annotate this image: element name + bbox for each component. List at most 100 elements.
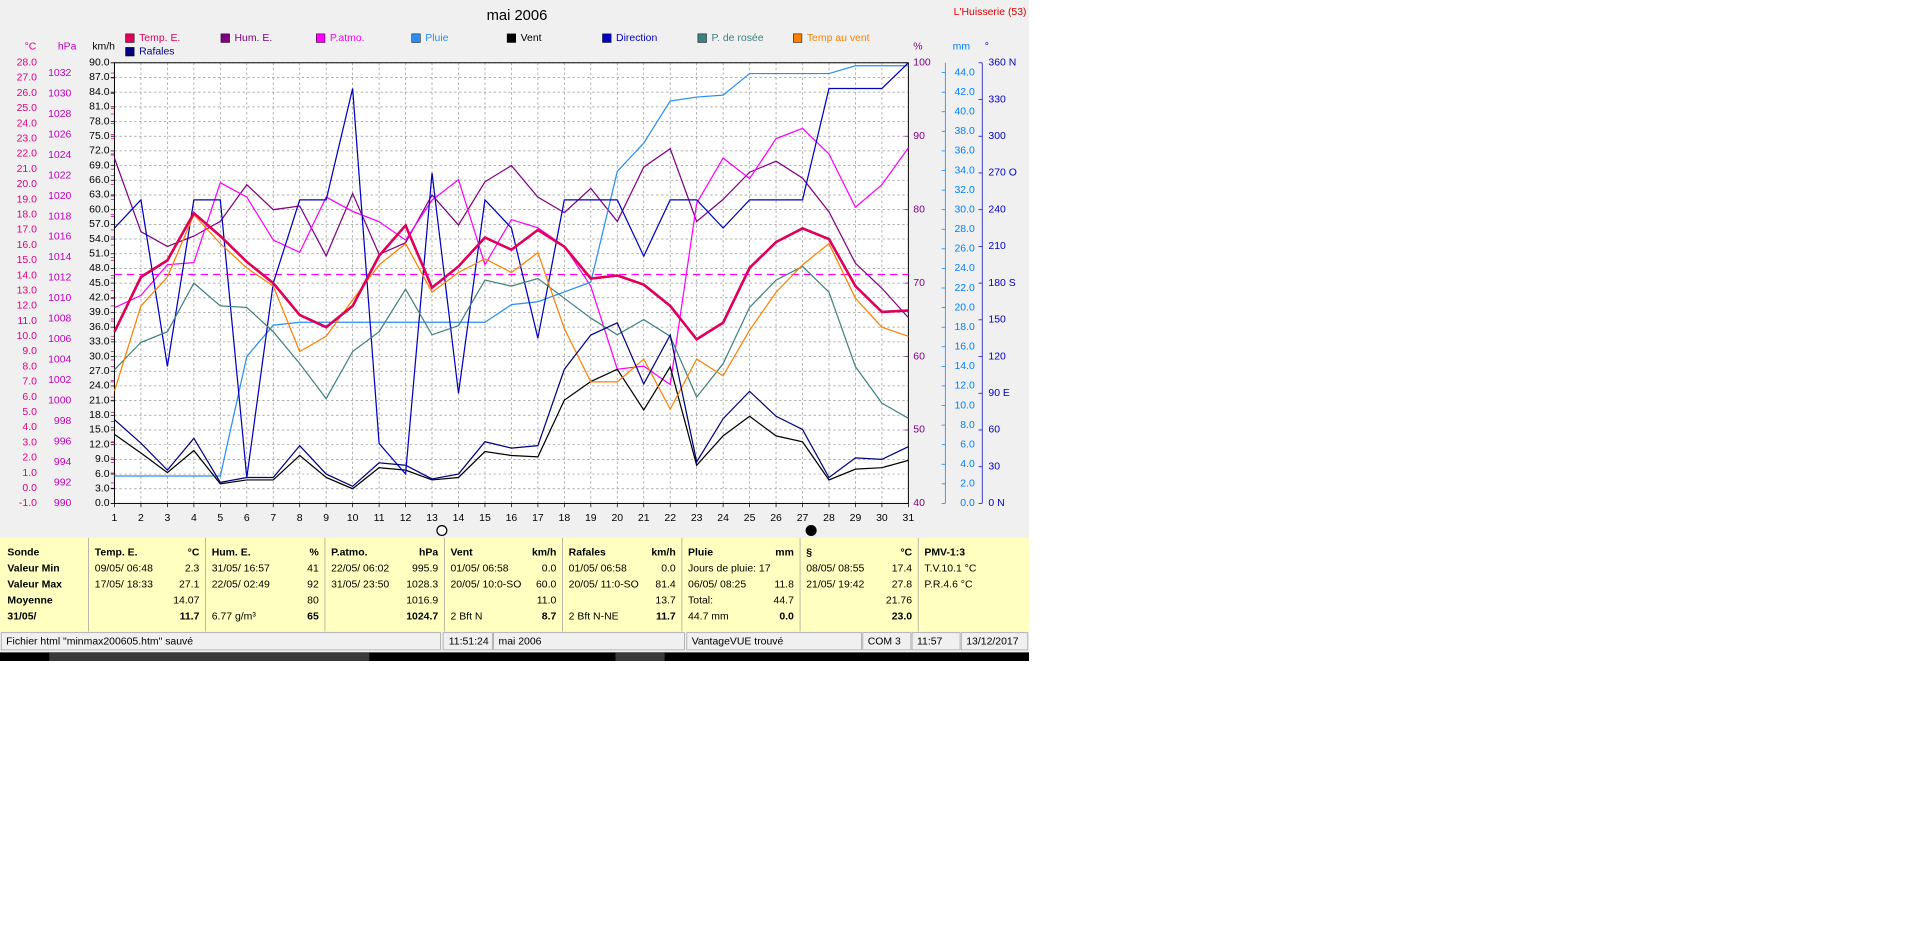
cell-value: 11.0 xyxy=(537,595,557,606)
y-tick-label: 1022 xyxy=(48,170,71,181)
legend-swatch xyxy=(697,33,707,43)
cell-value: 60.0 xyxy=(536,579,557,590)
x-tick-label: 20 xyxy=(611,513,623,524)
x-tick-label: 5 xyxy=(217,513,223,524)
axis-unit: km/h xyxy=(92,42,115,53)
y-tick-label: 5.0 xyxy=(22,407,37,418)
y-tick-label: 990 xyxy=(54,498,72,509)
legend-label: Direction xyxy=(616,33,657,44)
cell-value: 17.4 xyxy=(892,563,913,574)
legend-label: P. de rosée xyxy=(711,33,763,44)
stats-panel xyxy=(0,537,1029,632)
y-tick-label: 1004 xyxy=(48,355,71,366)
y-tick-label: 45.0 xyxy=(89,278,110,289)
x-tick-label: 2 xyxy=(138,513,144,524)
y-tick-label: 15.0 xyxy=(89,425,110,436)
axis-unit: °C xyxy=(25,42,37,53)
cell-value: 81.4 xyxy=(655,579,676,590)
y-tick-label: 27.0 xyxy=(89,366,110,377)
cell-label: 01/05/ 06:58 xyxy=(569,563,627,574)
y-tick-label: 90.0 xyxy=(89,58,110,69)
cell-value: 80 xyxy=(307,595,319,606)
column-header: Temp. E. xyxy=(95,547,138,558)
y-tick-label: 0.0 xyxy=(960,498,975,509)
series-line xyxy=(114,65,909,477)
y-tick-label: 16.0 xyxy=(954,342,975,353)
x-tick-label: 6 xyxy=(244,513,250,524)
y-tick-label: 18.0 xyxy=(17,210,38,221)
x-tick-label: 11 xyxy=(374,513,385,524)
y-tick-label: -1.0 xyxy=(19,498,37,509)
series-line xyxy=(114,365,909,490)
y-tick-label: 10.0 xyxy=(17,331,38,342)
moon-icon xyxy=(805,524,817,537)
cell-label: 20/05/ 11:0-SO xyxy=(569,579,639,590)
y-tick-label: 1026 xyxy=(48,129,71,140)
x-tick-label: 15 xyxy=(479,513,491,524)
y-tick-label: 72.0 xyxy=(89,146,110,157)
x-tick-label: 16 xyxy=(506,513,518,524)
cell-label: Jours de pluie: 17 xyxy=(688,563,771,574)
y-tick-label: 14.0 xyxy=(954,361,975,372)
y-tick-label: 60.0 xyxy=(89,204,110,215)
series-line xyxy=(114,321,909,488)
y-tick-label: 40 xyxy=(913,498,925,509)
legend-label: Temp au vent xyxy=(807,33,870,44)
y-tick-label: 10.0 xyxy=(954,400,975,411)
cell-label: 2 Bft N xyxy=(450,611,482,622)
x-tick-label: 22 xyxy=(664,513,676,524)
cell-label: 01/05/ 06:58 xyxy=(450,563,508,574)
cell-value: 0.0 xyxy=(779,611,794,622)
y-tick-label: 2.0 xyxy=(960,479,975,490)
y-tick-label: 8.0 xyxy=(960,420,975,431)
y-tick-label: 16.0 xyxy=(17,240,38,251)
x-tick-label: 23 xyxy=(691,513,703,524)
cell-value: 11.8 xyxy=(774,579,794,590)
cell-label: 44.7 mm xyxy=(688,611,729,622)
x-tick-label: 13 xyxy=(426,513,438,524)
y-tick-label: 32.0 xyxy=(954,185,975,196)
y-tick-label: 100 xyxy=(913,58,931,69)
y-tick-label: 25.0 xyxy=(17,103,38,114)
y-tick-label: 20.0 xyxy=(17,179,38,190)
taskbar-item xyxy=(49,652,370,661)
series-line xyxy=(113,211,909,341)
cell-label: T.V.10.1 °C xyxy=(924,563,976,574)
station-name: L'Huisserie (53) xyxy=(954,7,1027,18)
cell-label: 17/05/ 18:33 xyxy=(95,579,153,590)
y-tick-label: 300 xyxy=(988,131,1006,142)
y-tick-label: 18.0 xyxy=(954,322,975,333)
y-tick-label: 84.0 xyxy=(89,87,110,98)
y-tick-label: 996 xyxy=(54,437,72,448)
status-panel xyxy=(0,632,442,651)
y-tick-label: 66.0 xyxy=(89,175,110,186)
cell-label: 31/05/ 23:50 xyxy=(331,579,389,590)
column-header: P.atmo. xyxy=(331,547,368,558)
y-tick-label: 60 xyxy=(988,425,1000,436)
y-tick-label: 30.0 xyxy=(89,351,110,362)
y-tick-label: 120 xyxy=(988,351,1006,362)
cell-value: 41 xyxy=(307,563,319,574)
cell-label: 22/05/ 02:49 xyxy=(212,579,270,590)
y-tick-label: 11.0 xyxy=(17,316,37,327)
y-tick-label: 20.0 xyxy=(954,302,975,313)
cell-value: 0.0 xyxy=(542,563,557,574)
status-text: COM 3 xyxy=(868,637,901,648)
y-tick-label: 360 N xyxy=(988,58,1016,69)
status-panel xyxy=(911,632,961,651)
cell-value: 11.7 xyxy=(180,611,200,622)
y-tick-label: 1020 xyxy=(48,191,71,202)
y-tick-label: 9.0 xyxy=(22,346,37,357)
status-text: Fichier html "minmax200605.htm" sauvé xyxy=(6,637,193,648)
status-text: mai 2006 xyxy=(498,637,541,648)
y-tick-label: 12.0 xyxy=(17,301,38,312)
x-tick-label: 24 xyxy=(717,513,729,524)
x-tick-label: 29 xyxy=(850,513,862,524)
x-tick-label: 21 xyxy=(638,513,650,524)
cell-label: 20/05/ 10:0-SO xyxy=(450,579,521,590)
y-tick-label: 28.0 xyxy=(17,58,38,69)
y-tick-label: 48.0 xyxy=(89,263,110,274)
y-tick-label: 1012 xyxy=(48,273,71,284)
y-tick-label: 1008 xyxy=(48,314,71,325)
y-tick-label: 30 xyxy=(988,461,1000,472)
